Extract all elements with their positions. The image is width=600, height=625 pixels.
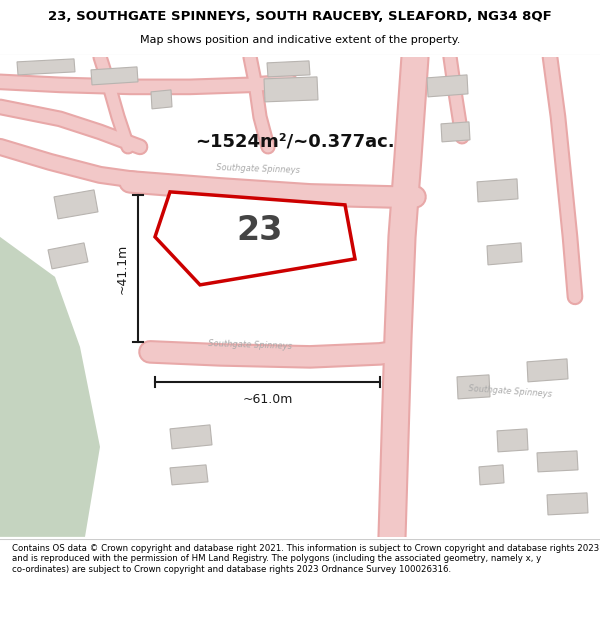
Polygon shape — [479, 465, 504, 485]
Polygon shape — [547, 493, 588, 515]
Polygon shape — [170, 465, 208, 485]
Polygon shape — [17, 59, 75, 75]
Text: ~61.0m: ~61.0m — [242, 393, 293, 406]
Text: ~1524m²/~0.377ac.: ~1524m²/~0.377ac. — [195, 133, 395, 151]
Polygon shape — [155, 192, 355, 285]
Polygon shape — [48, 243, 88, 269]
Text: 23, SOUTHGATE SPINNEYS, SOUTH RAUCEBY, SLEAFORD, NG34 8QF: 23, SOUTHGATE SPINNEYS, SOUTH RAUCEBY, S… — [48, 10, 552, 23]
Polygon shape — [527, 359, 568, 382]
Polygon shape — [54, 190, 98, 219]
Polygon shape — [477, 179, 518, 202]
Polygon shape — [151, 90, 172, 109]
Text: Southgate Spinneys: Southgate Spinneys — [216, 163, 300, 175]
Polygon shape — [457, 375, 490, 399]
Text: Contains OS data © Crown copyright and database right 2021. This information is : Contains OS data © Crown copyright and d… — [12, 544, 599, 574]
Text: Southgate Spinneys: Southgate Spinneys — [208, 339, 292, 351]
Polygon shape — [487, 243, 522, 265]
Text: ~41.1m: ~41.1m — [115, 243, 128, 294]
Polygon shape — [497, 429, 528, 452]
Polygon shape — [0, 237, 100, 537]
Text: Map shows position and indicative extent of the property.: Map shows position and indicative extent… — [140, 34, 460, 44]
Text: Southgate Spinneys: Southgate Spinneys — [468, 384, 552, 399]
Polygon shape — [267, 61, 310, 77]
Polygon shape — [537, 451, 578, 472]
Polygon shape — [264, 77, 318, 102]
Polygon shape — [91, 67, 138, 85]
Text: 23: 23 — [237, 214, 283, 247]
Polygon shape — [170, 425, 212, 449]
Polygon shape — [427, 75, 468, 97]
Polygon shape — [441, 122, 470, 142]
